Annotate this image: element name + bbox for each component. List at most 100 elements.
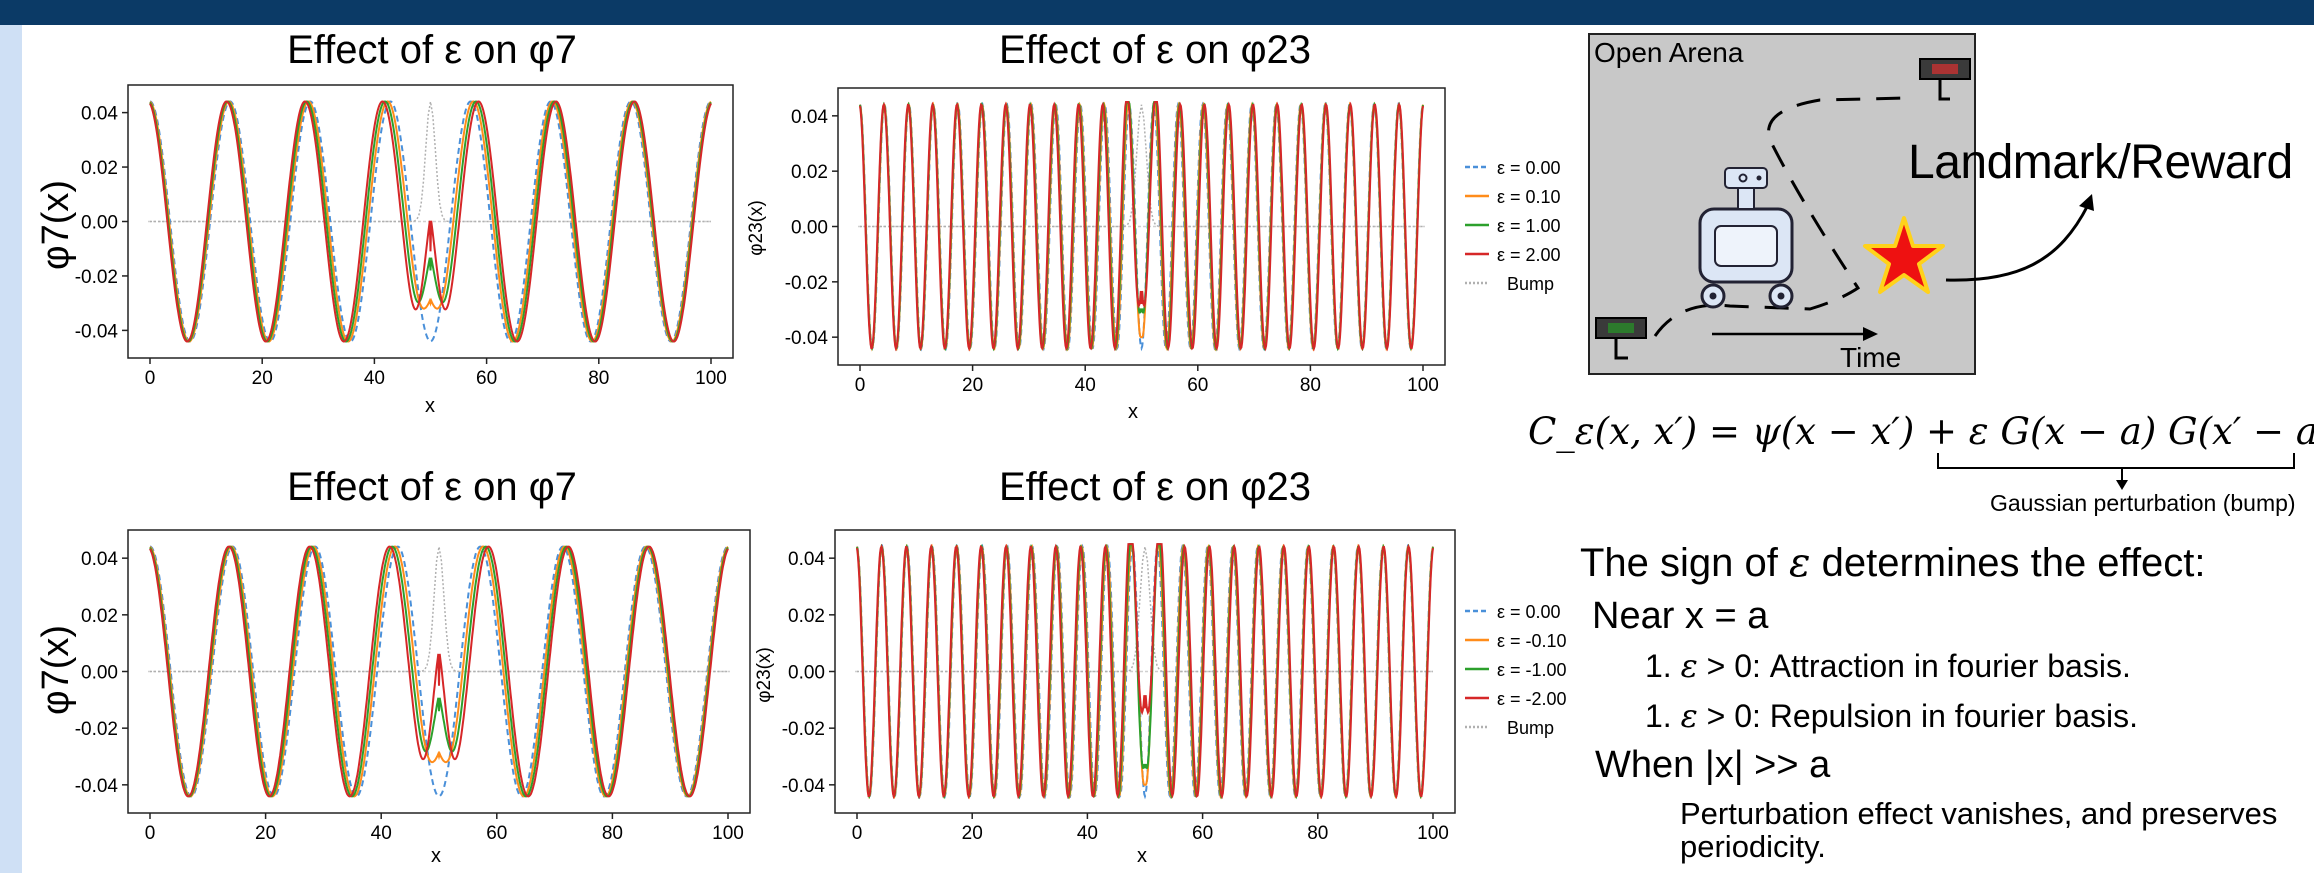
side-bar [0,25,22,873]
legend-label: Bump [1507,718,1554,738]
chart-2: 0 20 40 60 80 100 0.04 0.02 0.00 -0.02 -0.04 [785,87,1446,396]
x-tick-label: 40 [364,368,385,389]
series-line [149,100,712,343]
chart-4: 0 20 40 60 80 100 0.04 0.02 0.00 -0.02 -0.04 [782,529,1456,844]
series-line [149,100,712,343]
y-tick-label: 0.04 [788,549,825,570]
x-tick-label: 40 [1075,375,1096,396]
chart-3-title: Effect of ε on φ7 [287,465,577,509]
y-tick-label: 0.02 [788,606,825,627]
y-tick-label: -0.02 [75,267,118,288]
x-tick-label: 0 [855,375,866,396]
time-arrow [1712,327,1878,341]
x-tick-label: 80 [588,368,609,389]
y-tick-label: 0.00 [81,663,118,684]
y-tick-label: -0.04 [75,321,119,342]
series-line [149,545,729,798]
y-tick-label: -0.02 [75,719,118,740]
chart-1: 0 20 40 60 80 100 0.04 0.02 0.00 -0.02 -0.04 [75,84,734,389]
x-tick-label: 80 [602,823,623,844]
x-tick-label: 80 [1307,823,1328,844]
item1-text: > 0: Attraction in fourier basis. [1697,648,2131,684]
series-line [149,545,729,798]
x-tick-label: 100 [1417,823,1449,844]
y-tick-label: 0.04 [81,549,118,570]
legend-label: ε = 0.10 [1497,187,1561,207]
legend-label: ε = 0.00 [1497,602,1561,622]
item1-number: 1. [1645,648,1681,684]
chart-4-title: Effect of ε on φ23 [999,465,1311,509]
repulsion-item: 1. ε > 0: Repulsion in fourier basis. [1645,697,2138,735]
y-tick-label: 0.00 [788,663,825,684]
start-sign-icon [1595,317,1647,360]
heading-prefix: The sign of [1580,541,1790,585]
x-tick-label: 20 [962,823,983,844]
y-tick-label: -0.04 [782,776,826,797]
y-tick-label: -0.02 [785,273,828,294]
chart-2-ylabel: φ23(x) [746,200,767,256]
series-line [149,545,729,798]
chart-2-xlabel: x [1128,401,1138,423]
reward-arrow [1945,194,2094,282]
near-label: Near x = a [1592,595,1769,637]
chart-2-legend: ε = 0.00 ε = 0.10 ε = 1.00 ε = 2.00 Bump [1465,158,1561,294]
x-tick-label: 80 [1300,375,1321,396]
legend-label: ε = -2.00 [1497,689,1567,709]
chart-4-xlabel: x [1137,845,1147,867]
heading-epsilon: ε [1789,540,1811,586]
chart-4-legend: ε = 0.00 ε = -0.10 ε = -1.00 ε = -2.00 Bump [1465,602,1567,738]
bump-series [150,546,728,673]
legend-label: ε = 0.00 [1497,158,1561,178]
bump-series [150,101,711,223]
x-tick-label: 0 [145,368,156,389]
y-tick-label: 0.04 [791,107,828,128]
x-tick-label: 20 [255,823,276,844]
item2-number: 1. [1645,698,1681,734]
chart-3: 0 20 40 60 80 100 0.04 0.02 0.00 -0.02 -0.04 [75,529,751,844]
x-tick-label: 100 [712,823,744,844]
legend-label: ε = -1.00 [1497,660,1567,680]
x-tick-label: 100 [1407,375,1439,396]
series-line [856,543,1434,800]
y-tick-label: 0.00 [81,213,118,234]
perturbation-brace [1937,453,2295,490]
chart-4-ylabel: φ23(x) [754,647,775,703]
x-tick-label: 0 [852,823,863,844]
covariance-formula: C_ε(x, x′) = ψ(x − x′) + ε G(x − a) G(x′… [1528,410,2314,453]
x-tick-label: 100 [695,368,727,389]
series-line [149,545,729,798]
bump-series [860,104,1423,228]
x-tick-label: 40 [371,823,392,844]
y-tick-label: 0.00 [791,218,828,239]
brace-label: Gaussian perturbation (bump) [1990,490,2296,516]
time-label: Time [1840,342,1902,373]
chart-1-ylabel: φ7(x) [35,180,77,270]
x-tick-label: 20 [252,368,273,389]
x-tick-label: 60 [1187,375,1208,396]
heading-suffix: determines the effect: [1810,541,2206,585]
y-tick-label: -0.04 [785,328,829,349]
star-icon [1863,216,1945,294]
y-tick-label: 0.02 [791,162,828,183]
y-tick-label: -0.04 [75,776,119,797]
open-arena-panel [1588,33,1976,375]
x-tick-label: 40 [1077,823,1098,844]
robot-icon [1698,167,1794,309]
chart-3-ylabel: φ7(x) [35,625,77,715]
legend-label: Bump [1507,274,1554,294]
y-tick-label: 0.02 [81,158,118,179]
item2-epsilon: ε [1680,697,1698,735]
x-tick-label: 60 [1192,823,1213,844]
sign-heading: The sign of ε determines the effect: [1580,540,2206,586]
arena-title: Open Arena [1594,37,1744,68]
chart-2-title: Effect of ε on φ23 [999,28,1311,72]
chart-3-xlabel: x [431,845,441,867]
legend-label: ε = 1.00 [1497,216,1561,236]
x-tick-label: 60 [486,823,507,844]
end-sign-icon [1919,58,1971,101]
when-label: When |x| >> a [1595,744,1831,786]
attraction-item: 1. ε > 0: Attraction in fourier basis. [1645,647,2131,685]
landmark-label: Landmark/Reward [1908,136,2293,189]
